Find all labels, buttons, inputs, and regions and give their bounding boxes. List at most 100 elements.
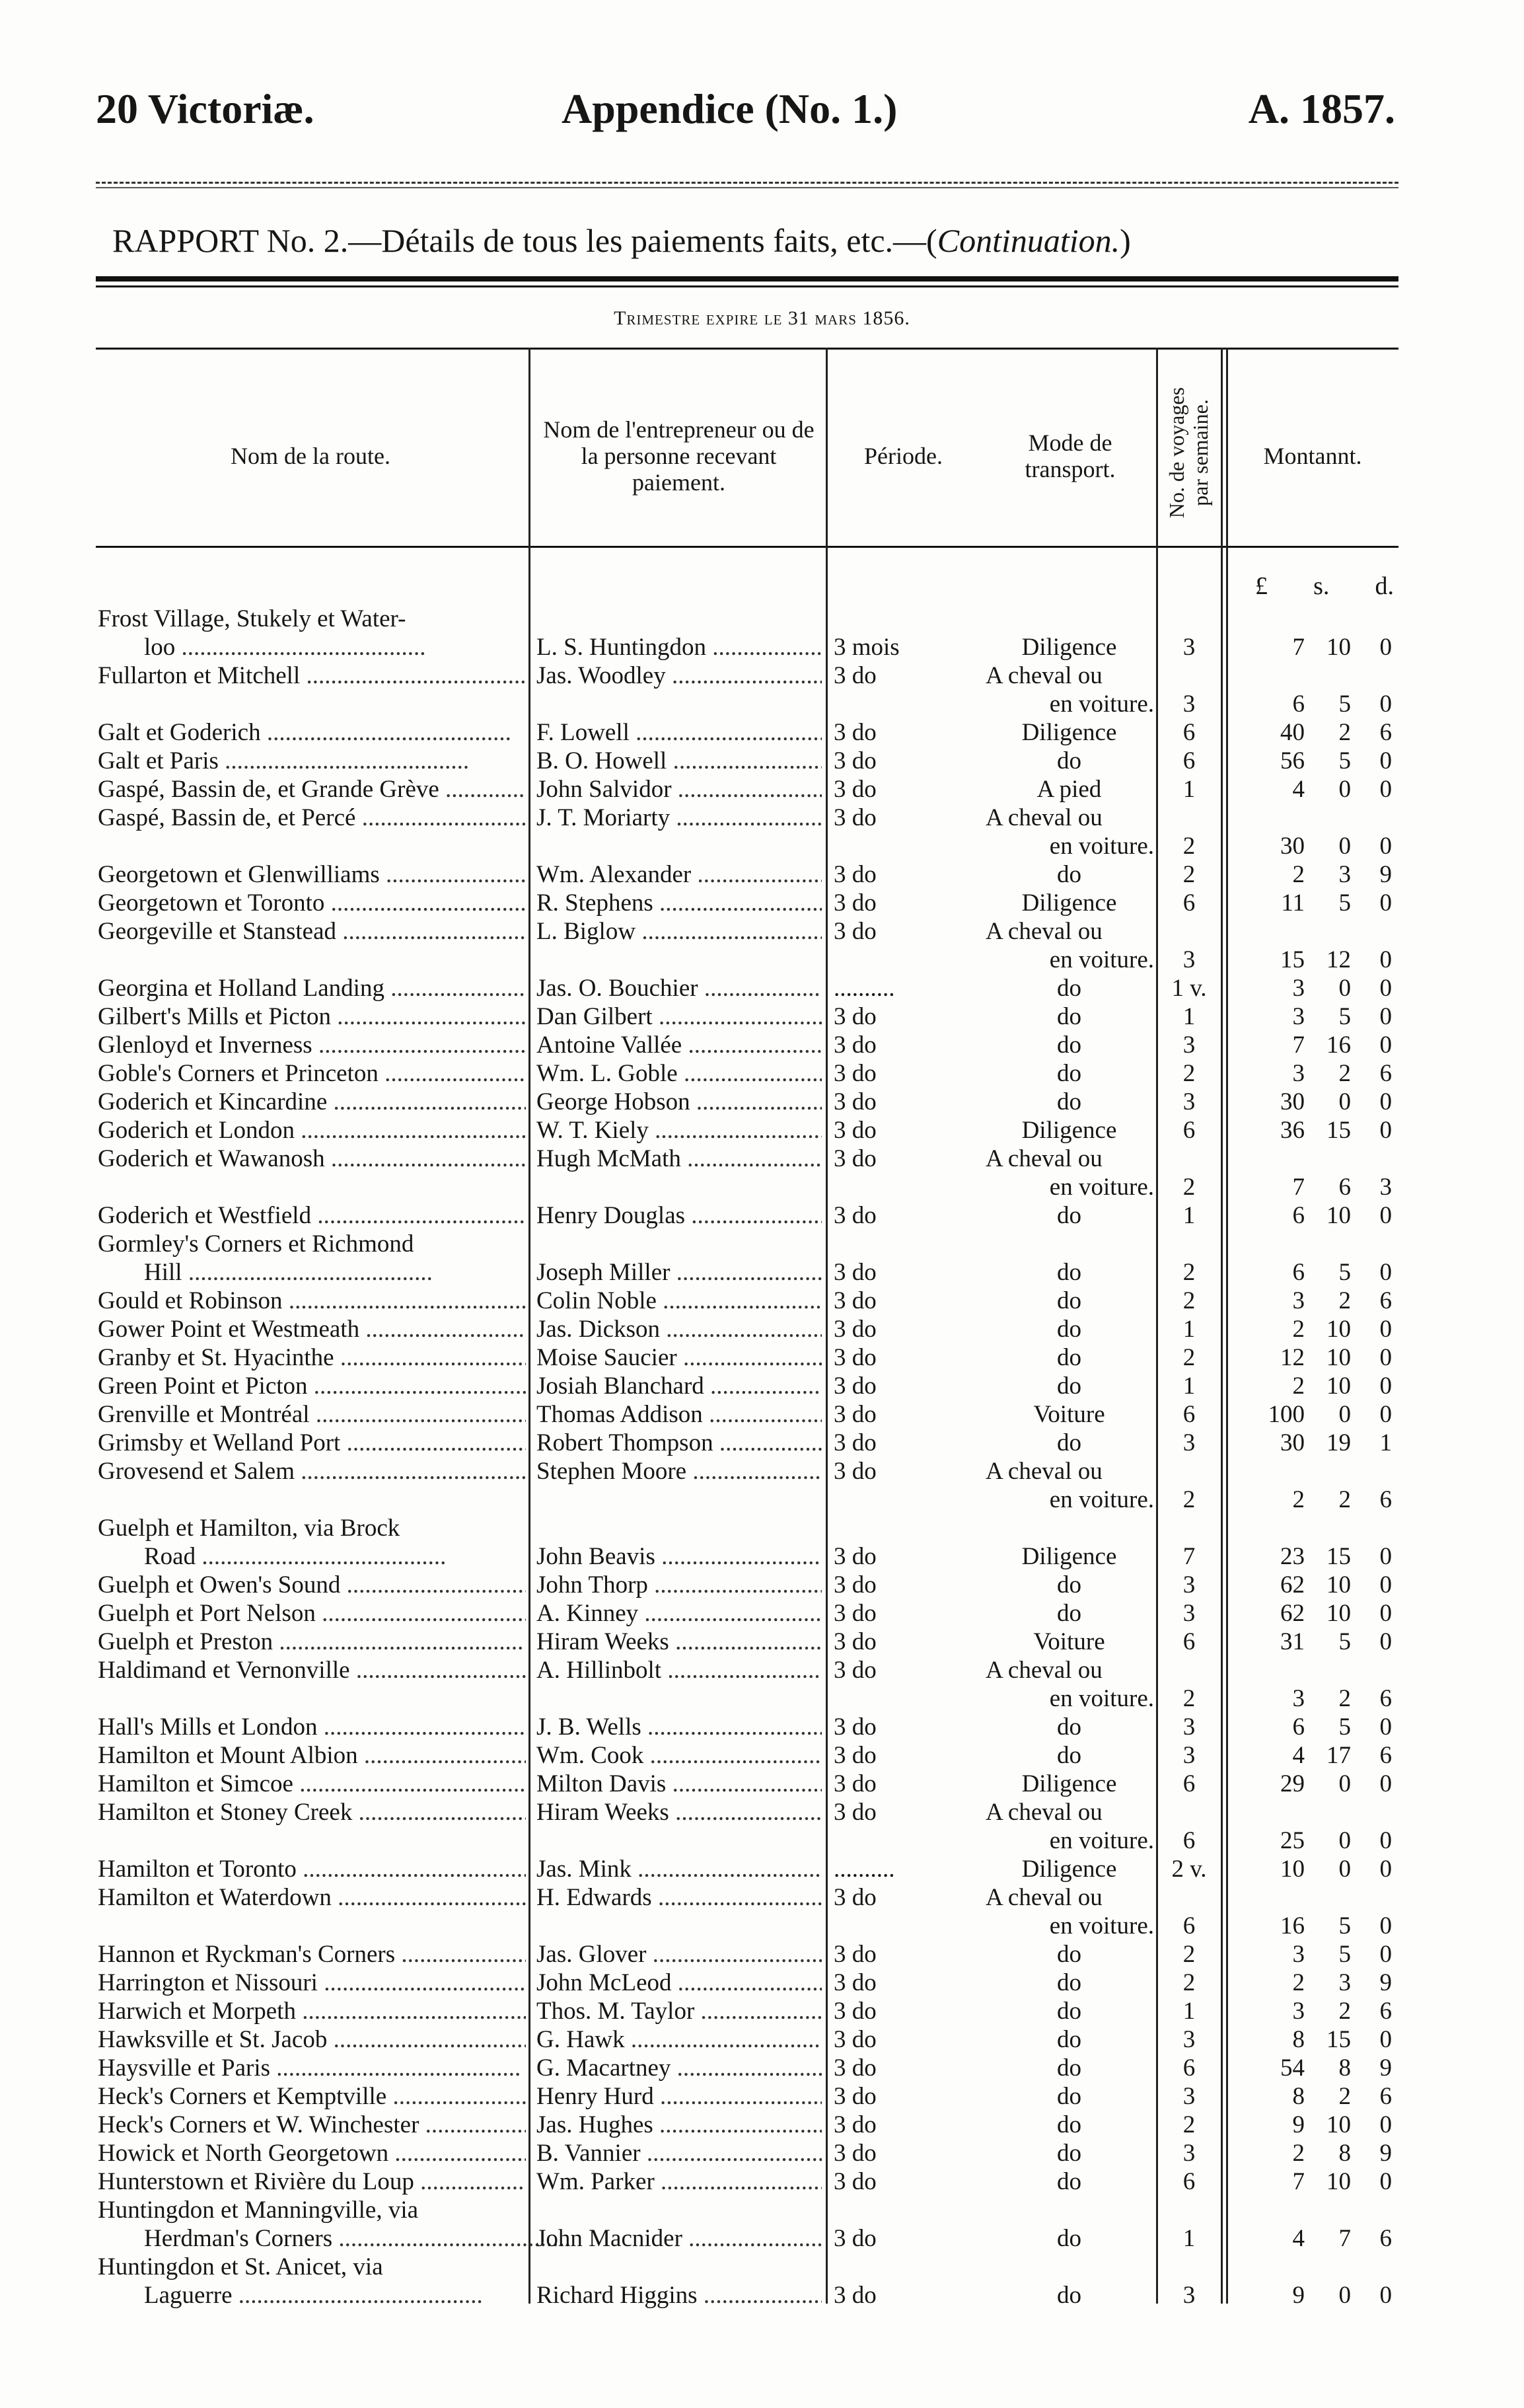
shillings-value: 2 — [1338, 1060, 1352, 1087]
route-name: Gilbert's Mills et Picton ..............… — [98, 1003, 526, 1030]
transport-mode: do — [1057, 747, 1081, 774]
transport-mode: do — [1057, 1287, 1081, 1314]
route-name-text: Goderich et Kincardine — [98, 1088, 328, 1115]
pence-value: 0 — [1379, 1202, 1393, 1229]
contractor-name: Thomas Addison .........................… — [536, 1401, 822, 1428]
contractor-text: B. O. Howell — [536, 747, 667, 774]
contractor-name: Antoine Vallée .........................… — [536, 1032, 822, 1059]
route-name: Guelph et Preston ......................… — [98, 1628, 524, 1655]
pounds-value: 9 — [1292, 2282, 1305, 2309]
table-row: Huntingdon et Manningville, via Herdman's… — [0, 2196, 1524, 2253]
route-name-text: Hunterstown et Rivière du Loup — [98, 2168, 414, 2195]
pounds-value: 6 — [1292, 1259, 1305, 1286]
table-row: Grovesend et Salem .....................… — [0, 1457, 1524, 1514]
route-name: Hamilton et Mount Albion ...............… — [98, 1742, 526, 1769]
contractor-text: John McLeod — [536, 1969, 672, 1996]
contractor-name: Joseph Miller ..........................… — [536, 1259, 822, 1286]
trips-per-week: 3 — [1182, 1713, 1196, 1741]
contractor-name: F. Lowell ..............................… — [536, 719, 822, 746]
transport-mode: A cheval ou — [986, 1799, 1103, 1826]
shillings-value: 0 — [1338, 975, 1352, 1002]
pounds-value: 8 — [1292, 2083, 1305, 2110]
contractor-text: R. Stephens — [536, 889, 653, 917]
route-name: Haldimand et Vernonville ...............… — [98, 1657, 526, 1684]
table-row: Fullarton et Mitchell ..................… — [0, 661, 1524, 718]
route-name: Hamilton et Stoney Creek ...............… — [98, 1799, 526, 1826]
table-row: Hamilton et Stoney Creek ...............… — [0, 1798, 1524, 1855]
appendix-label: Appendice (No. 1.) — [562, 85, 898, 132]
route-name-text: Harrington et Nissouri — [98, 1969, 318, 1996]
route-name-text: Hamilton et Stoney Creek — [98, 1799, 353, 1826]
shillings-value: 5 — [1338, 1259, 1352, 1286]
contractor-name: Josiah Blanchard .......................… — [536, 1373, 822, 1400]
pence-value: 0 — [1379, 1316, 1393, 1343]
table-row: Goble's Corners et Princeton ...........… — [0, 1059, 1524, 1088]
route-name-text: Hamilton et Mount Albion — [98, 1742, 358, 1769]
table-row: Glenloyd et Inverness ..................… — [0, 1031, 1524, 1059]
transport-mode: do — [1057, 975, 1081, 1002]
contractor-name: Hugh McMath ............................… — [536, 1145, 822, 1172]
contractor-text: Thos. M. Taylor — [536, 1998, 695, 2025]
shillings-value: 0 — [1338, 1856, 1352, 1883]
pence-value: 6 — [1379, 2225, 1393, 2252]
contractor-text: G. Macartney — [536, 2054, 671, 2082]
title-rule-thin — [96, 285, 1398, 287]
contractor-name: Jas. Hughes ............................… — [536, 2111, 822, 2138]
contractor-name: Jas. Woodley ...........................… — [536, 662, 822, 689]
period: 3 do — [834, 1003, 877, 1030]
route-name-text: Galt et Paris — [98, 747, 219, 774]
route-name: Guelph et Hamilton, via Brock — [98, 1514, 526, 1542]
table-row: Haldimand et Vernonville ...............… — [0, 1656, 1524, 1713]
route-name: Haysville et Paris .....................… — [98, 2054, 521, 2082]
contractor-text: Thomas Addison — [536, 1401, 703, 1428]
contractor-text: Jas. Glover — [536, 1941, 647, 1968]
transport-mode: do — [1057, 1429, 1081, 1456]
column-header-trips: No. de voyages par semaine. — [1157, 357, 1219, 548]
route-name-text: Gormley's Corners et Richmond — [98, 1230, 414, 1258]
period: 3 do — [834, 1032, 877, 1059]
transport-mode: Diligence — [1021, 634, 1117, 661]
transport-mode: en voiture. — [1049, 691, 1154, 718]
route-name: Goderich et London .....................… — [98, 1117, 526, 1144]
route-name-text: loo — [144, 634, 176, 661]
pence-value: 0 — [1379, 1912, 1393, 1939]
contractor-text: Jas. Woodley — [536, 662, 666, 689]
amount: 30 19 1 — [1242, 1429, 1395, 1457]
route-name: Georgetown et Glenwilliams .............… — [98, 861, 526, 888]
pounds-value: 2 — [1292, 861, 1305, 888]
shillings-value: 5 — [1338, 889, 1352, 917]
contractor-name: John McLeod ............................… — [536, 1969, 822, 1996]
shillings-value: 2 — [1338, 1287, 1352, 1314]
trips-per-week: 2 — [1182, 1060, 1196, 1087]
trips-per-week: 2 — [1182, 1685, 1196, 1712]
year-label: A. 1857. — [1248, 85, 1395, 132]
pence-value: 0 — [1379, 1543, 1393, 1570]
table-row: Guelph et Owen's Sound .................… — [0, 1571, 1524, 1599]
contractor-name: Wm. Cook ...............................… — [536, 1742, 822, 1769]
period: 3 do — [834, 2225, 877, 2252]
table-row: Hamilton et Toronto ....................… — [0, 1855, 1524, 1883]
period: 3 do — [834, 1571, 877, 1599]
contractor-text: Jas. Mink — [536, 1856, 632, 1883]
pence-value: 9 — [1379, 1969, 1393, 1996]
trips-per-week: 3 — [1182, 1600, 1196, 1627]
table-row: Gaspé, Bassin de, et Grande Grève ......… — [0, 775, 1524, 804]
contractor-name: A. Kinney ..............................… — [536, 1600, 822, 1627]
contractor-name: John Salvidor ..........................… — [536, 776, 822, 803]
transport-mode: A cheval ou — [986, 1884, 1103, 1911]
pounds-value: 7 — [1292, 1032, 1305, 1059]
pounds-value: 56 — [1280, 747, 1305, 774]
contractor-text: W. T. Kiely — [536, 1117, 649, 1144]
shillings-value: 10 — [1326, 1571, 1351, 1599]
contractor-text: George Hobson — [536, 1088, 690, 1115]
route-name: Grimsby et Welland Port ................… — [98, 1429, 526, 1456]
transport-mode: Voiture — [1033, 1628, 1105, 1655]
route-name: Gaspé, Bassin de, et Percé .............… — [98, 804, 526, 831]
shillings-value: 2 — [1338, 1998, 1352, 2025]
pounds-value: 4 — [1292, 2225, 1305, 2252]
amount: 62 10 0 — [1242, 1599, 1395, 1628]
transport-mode: do — [1057, 1202, 1081, 1229]
contractor-name: Hiram Weeks ............................… — [536, 1628, 822, 1655]
